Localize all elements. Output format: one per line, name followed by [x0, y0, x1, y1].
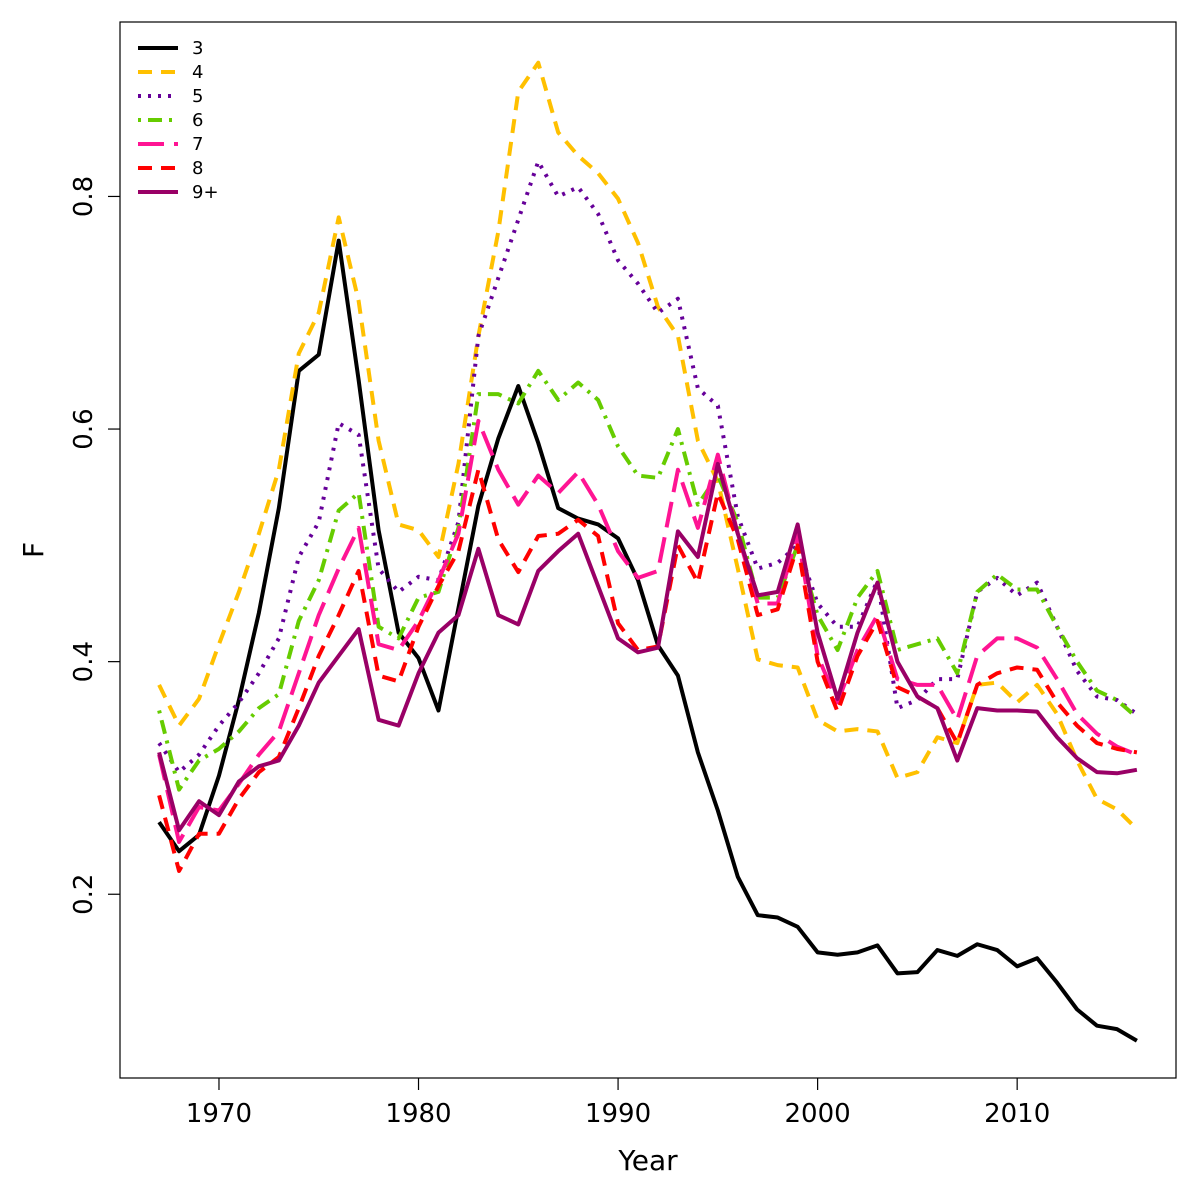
y-tick-label: 0.4 — [69, 641, 99, 682]
legend-label: 6 — [192, 110, 203, 131]
y-tick-label: 0.8 — [69, 176, 99, 217]
x-axis-label: Year — [617, 1144, 678, 1177]
plot-box — [119, 21, 1177, 1079]
series-line — [157, 368, 1139, 792]
y-axis-label: F — [17, 542, 50, 558]
x-tick-label: 1980 — [385, 1099, 451, 1129]
series-line — [157, 418, 1138, 844]
legend-label: 3 — [192, 38, 203, 59]
legend-label: 8 — [192, 158, 203, 179]
x-tick-label: 2000 — [785, 1099, 851, 1129]
legend-label: 4 — [192, 62, 203, 83]
y-tick-label: 0.6 — [69, 408, 99, 449]
series-line — [157, 461, 1138, 833]
y-tick-label: 0.2 — [69, 874, 99, 915]
legend-label: 5 — [192, 86, 203, 107]
x-tick-label: 1990 — [585, 1099, 651, 1129]
series-line — [157, 60, 1139, 831]
x-tick-label: 1970 — [186, 1099, 252, 1129]
legend-label: 9+ — [192, 182, 219, 203]
series-line — [157, 467, 1138, 873]
legend-label: 7 — [192, 134, 203, 155]
series-line — [157, 238, 1138, 1043]
series-line — [157, 159, 1139, 775]
x-tick-label: 2010 — [984, 1099, 1050, 1129]
